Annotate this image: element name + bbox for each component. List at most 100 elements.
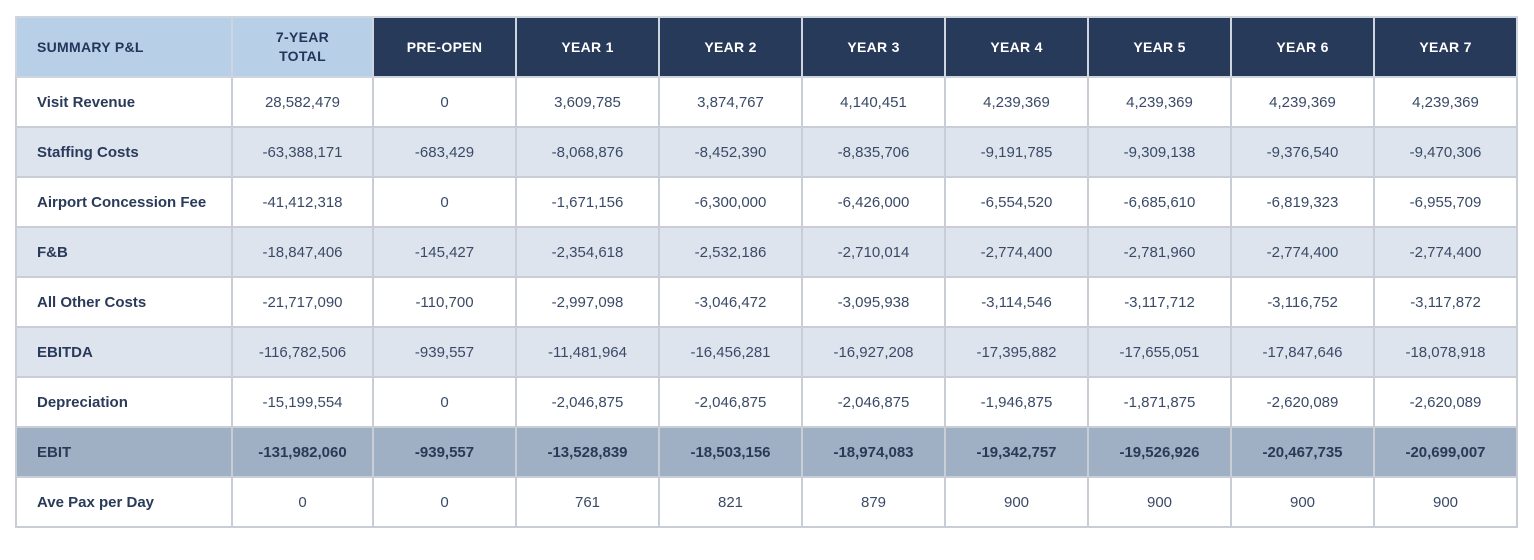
row-label: Visit Revenue [15,76,233,128]
cell-value: -2,620,089 [1373,376,1518,428]
cell-value: -3,095,938 [801,276,946,328]
cell-value: -145,427 [372,226,517,278]
cell-value: -2,710,014 [801,226,946,278]
table-body: Visit Revenue 28,582,479 0 3,609,785 3,8… [15,76,1518,528]
row-label: Depreciation [15,376,233,428]
cell-value: 821 [658,476,803,528]
row-label: Staffing Costs [15,126,233,178]
row-depreciation: Depreciation -15,199,554 0 -2,046,875 -2… [15,376,1518,428]
row-ebitda: EBITDA -116,782,506 -939,557 -11,481,964… [15,326,1518,378]
row-label: Airport Concession Fee [15,176,233,228]
row-label: EBITDA [15,326,233,378]
header-year-3: YEAR 3 [801,16,946,78]
cell-value: -6,426,000 [801,176,946,228]
cell-value: 4,140,451 [801,76,946,128]
header-pre-open: PRE-OPEN [372,16,517,78]
header-year-5: YEAR 5 [1087,16,1232,78]
cell-value: -2,781,960 [1087,226,1232,278]
cell-value: 4,239,369 [944,76,1089,128]
cell-value: -17,395,882 [944,326,1089,378]
header-total-line2: TOTAL [279,48,326,64]
cell-value: -20,467,735 [1230,426,1375,478]
cell-value: -19,342,757 [944,426,1089,478]
cell-value: -1,871,875 [1087,376,1232,428]
cell-value: 900 [1230,476,1375,528]
cell-value: -3,117,712 [1087,276,1232,328]
cell-value: 0 [372,476,517,528]
cell-value: -2,774,400 [944,226,1089,278]
cell-value: -13,528,839 [515,426,660,478]
cell-total: -63,388,171 [231,126,374,178]
cell-value: -110,700 [372,276,517,328]
row-ebit: EBIT -131,982,060 -939,557 -13,528,839 -… [15,426,1518,478]
cell-value: 0 [372,376,517,428]
cell-value: -6,955,709 [1373,176,1518,228]
cell-value: 4,239,369 [1087,76,1232,128]
cell-value: -939,557 [372,326,517,378]
cell-value: -2,046,875 [658,376,803,428]
cell-value: -20,699,007 [1373,426,1518,478]
header-total-line1: 7-YEAR [275,29,330,45]
cell-value: -2,774,400 [1230,226,1375,278]
cell-value: -18,974,083 [801,426,946,478]
cell-value: 761 [515,476,660,528]
cell-value: -8,452,390 [658,126,803,178]
cell-value: 900 [1087,476,1232,528]
cell-value: -9,470,306 [1373,126,1518,178]
cell-value: -2,046,875 [801,376,946,428]
cell-value: -939,557 [372,426,517,478]
cell-total: -116,782,506 [231,326,374,378]
header-year-7: YEAR 7 [1373,16,1518,78]
cell-value: 900 [1373,476,1518,528]
cell-value: 0 [372,176,517,228]
cell-value: -2,354,618 [515,226,660,278]
header-year-1: YEAR 1 [515,16,660,78]
cell-total: 28,582,479 [231,76,374,128]
cell-value: -16,456,281 [658,326,803,378]
cell-value: -2,532,186 [658,226,803,278]
row-staffing-costs: Staffing Costs -63,388,171 -683,429 -8,0… [15,126,1518,178]
cell-value: -6,819,323 [1230,176,1375,228]
row-label: Ave Pax per Day [15,476,233,528]
cell-value: -16,927,208 [801,326,946,378]
cell-value: 900 [944,476,1089,528]
cell-value: 0 [372,76,517,128]
cell-value: -3,117,872 [1373,276,1518,328]
cell-total: -15,199,554 [231,376,374,428]
cell-value: 879 [801,476,946,528]
cell-value: -3,116,752 [1230,276,1375,328]
cell-value: 3,874,767 [658,76,803,128]
row-label: F&B [15,226,233,278]
cell-value: -11,481,964 [515,326,660,378]
cell-value: 4,239,369 [1373,76,1518,128]
cell-value: -9,191,785 [944,126,1089,178]
header-7-year-total: 7-YEAR TOTAL [231,16,374,78]
row-airport-concession-fee: Airport Concession Fee -41,412,318 0 -1,… [15,176,1518,228]
header-row: SUMMARY P&L 7-YEAR TOTAL PRE-OPEN YEAR 1 … [15,16,1518,78]
row-f-and-b: F&B -18,847,406 -145,427 -2,354,618 -2,5… [15,226,1518,278]
cell-total: -131,982,060 [231,426,374,478]
header-year-4: YEAR 4 [944,16,1089,78]
cell-value: -8,068,876 [515,126,660,178]
cell-total: -18,847,406 [231,226,374,278]
cell-value: -3,114,546 [944,276,1089,328]
row-visit-revenue: Visit Revenue 28,582,479 0 3,609,785 3,8… [15,76,1518,128]
header-summary-label: SUMMARY P&L [15,16,233,78]
header-year-6: YEAR 6 [1230,16,1375,78]
row-label: EBIT [15,426,233,478]
cell-value: -8,835,706 [801,126,946,178]
cell-value: -6,685,610 [1087,176,1232,228]
cell-value: -9,376,540 [1230,126,1375,178]
row-label: All Other Costs [15,276,233,328]
cell-value: -6,300,000 [658,176,803,228]
cell-value: -17,655,051 [1087,326,1232,378]
header-year-2: YEAR 2 [658,16,803,78]
cell-value: -9,309,138 [1087,126,1232,178]
row-ave-pax-per-day: Ave Pax per Day 0 0 761 821 879 900 900 … [15,476,1518,528]
cell-total: 0 [231,476,374,528]
cell-value: -18,078,918 [1373,326,1518,378]
cell-value: 3,609,785 [515,76,660,128]
cell-value: -1,671,156 [515,176,660,228]
cell-total: -41,412,318 [231,176,374,228]
cell-value: -3,046,472 [658,276,803,328]
